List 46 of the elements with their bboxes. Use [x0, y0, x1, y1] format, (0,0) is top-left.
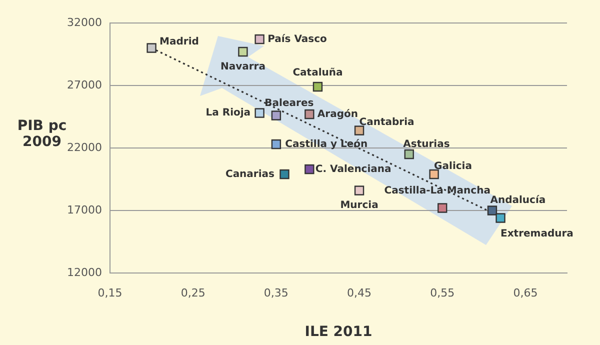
x-tick-label: 0,15	[98, 286, 122, 300]
annotation: Extremadura	[500, 228, 574, 240]
point	[271, 139, 282, 150]
y-tick-label: 32000	[67, 16, 102, 29]
y-tick-label: 12000	[67, 266, 102, 279]
annotation: Navarra	[220, 61, 266, 72]
annotation: Cantabria	[359, 117, 414, 128]
point	[404, 149, 414, 160]
x-tick-label: 0,35	[264, 286, 288, 300]
x-tick-label: 0,25	[180, 286, 206, 300]
point	[429, 169, 439, 180]
point	[271, 110, 282, 120]
annotation: Asturias	[403, 138, 450, 150]
point	[146, 43, 156, 53]
point	[254, 108, 264, 118]
annotation: C. Valenciana	[315, 164, 392, 175]
point	[354, 126, 364, 136]
y-tick-label: 17000	[67, 203, 102, 216]
x-tick-label: 0,65	[513, 286, 538, 300]
point	[304, 109, 314, 120]
annotation: Andalucía	[490, 195, 546, 206]
annotation: Castilla-La Mancha	[384, 186, 490, 197]
annotation: Canarias	[225, 168, 275, 180]
y-tick-label: 27000	[67, 78, 102, 92]
point	[354, 186, 364, 196]
point	[487, 206, 498, 216]
annotation: Aragón	[317, 108, 358, 120]
annotation: País Vasco	[268, 34, 328, 45]
x-tick-label: 0,45	[347, 286, 372, 300]
annotation: Murcia	[340, 200, 378, 212]
point	[304, 164, 314, 174]
x-axis-title: ILE 2011	[304, 324, 372, 340]
point	[312, 82, 323, 92]
point	[254, 34, 264, 44]
x-tick-label: 0,55	[430, 286, 455, 300]
annotation: Galicia	[434, 160, 472, 172]
annotation: Baleares	[264, 98, 314, 110]
point	[496, 213, 506, 223]
annotation: Madrid	[160, 36, 199, 48]
annotation: Cataluña	[292, 67, 343, 78]
point	[238, 46, 248, 57]
y-tick-label: 22000	[67, 140, 102, 154]
annotation: La Rioja	[206, 108, 251, 119]
y-axis-title: PIB pc 2009	[17, 118, 67, 150]
point	[280, 169, 290, 180]
point	[438, 203, 448, 213]
